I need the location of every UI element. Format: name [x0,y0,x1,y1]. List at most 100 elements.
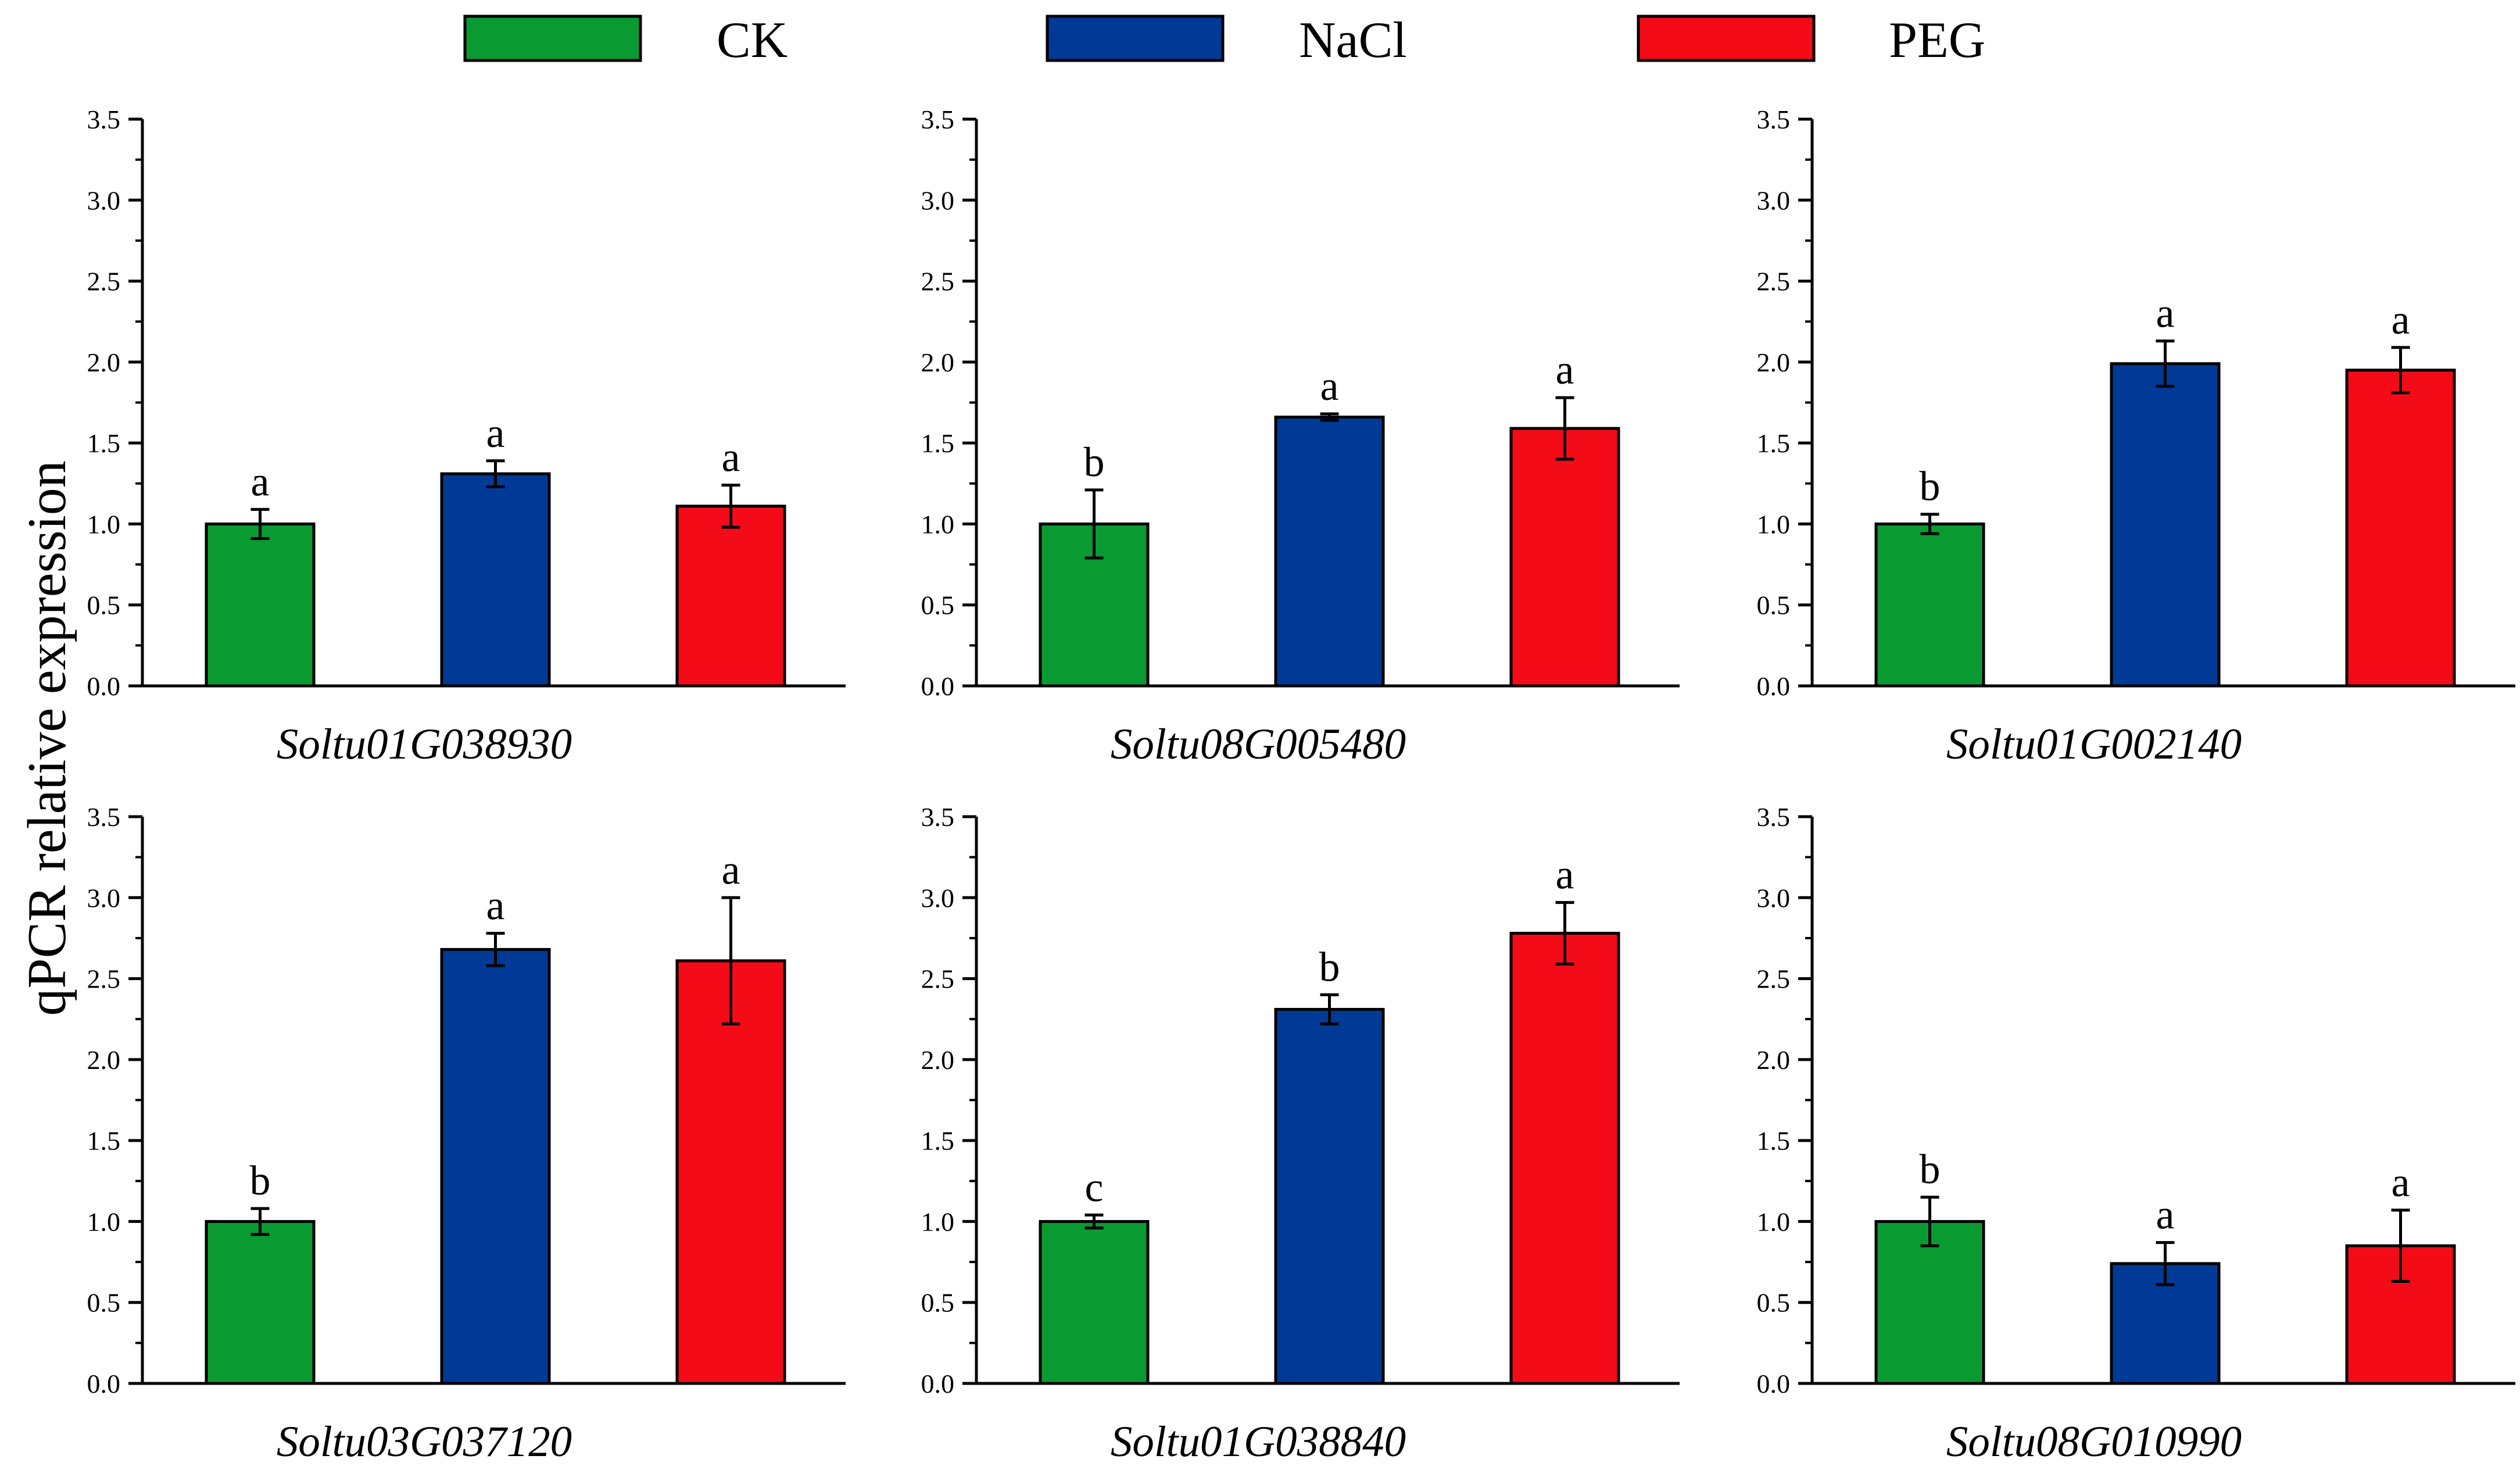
y-tick-label: 1.5 [87,428,121,458]
bar-peg [1509,932,1620,1385]
y-tick-label: 0.0 [87,1369,121,1399]
gene-name-label: Soltu03G037120 [277,1418,572,1466]
y-tick-label: 1.0 [921,1207,955,1236]
bar-nacl [2110,362,2221,688]
significance-label: a [486,410,505,456]
y-tick-label: 2.0 [1757,1045,1791,1075]
bar-peg [2345,369,2456,688]
y-tick-label: 0.0 [1757,671,1791,701]
y-tick-label: 2.0 [87,1045,121,1075]
y-tick-label: 3.0 [1757,883,1791,913]
chart-panel-3: 0.0 0.5 1.0 1.5 2.0 2.5 3.0 3.5 b a a Soltu01G00214… [1757,105,2515,768]
legend-swatch-nacl [1046,15,1225,62]
significance-label: a [1556,346,1574,393]
legend: CK NaCl PEG [463,12,1985,69]
bar-nacl [1274,1008,1385,1385]
chart-panel-2: 0.0 0.5 1.0 1.5 2.0 2.5 3.0 3.5 b a a Soltu08G00548… [921,105,1680,768]
y-tick-label: 1.0 [87,509,121,539]
bar-ck [1874,522,1985,688]
y-tick-label: 2.5 [87,964,121,994]
y-tick-label: 3.0 [921,883,955,913]
gene-name-label: Soltu08G005480 [1111,720,1406,768]
bar-nacl [1274,416,1385,688]
y-tick-label: 3.5 [87,105,121,134]
y-tick-label: 0.0 [921,671,955,701]
chart-panel-4: 0.0 0.5 1.0 1.5 2.0 2.5 3.0 3.5 b a a Soltu03G03712… [87,802,846,1466]
y-tick-label: 2.5 [1757,267,1791,296]
y-tick-label: 2.5 [921,267,955,296]
significance-label: a [1556,852,1574,898]
significance-label: c [1085,1164,1104,1210]
y-tick-label: 1.5 [87,1126,121,1156]
y-tick-label: 2.0 [1757,348,1791,377]
y-tick-label: 0.5 [921,591,955,620]
y-tick-label: 3.5 [921,105,955,134]
y-axis-label: qPCR relative expression [17,460,77,1016]
y-tick-label: 3.5 [87,802,121,832]
y-tick-label: 3.0 [921,185,955,215]
y-tick-label: 2.5 [921,964,955,994]
significance-label: a [486,882,505,929]
significance-label: b [1084,439,1105,485]
chart-panel-6: 0.0 0.5 1.0 1.5 2.0 2.5 3.0 3.5 b a a Soltu08G01099… [1757,802,2515,1466]
y-tick-label: 1.5 [921,1126,955,1156]
chart-panel-5: 0.0 0.5 1.0 1.5 2.0 2.5 3.0 3.5 c b a Soltu01G03884… [921,802,1680,1466]
significance-label: a [1320,363,1339,409]
bar-peg [675,505,786,688]
y-tick-label: 1.5 [921,428,955,458]
bar-nacl [440,472,551,688]
significance-label: a [2392,296,2410,343]
bar-nacl [440,947,551,1385]
y-tick-label: 3.0 [87,185,121,215]
bar-ck [205,522,316,688]
bar-ck [205,1219,316,1385]
significance-label: b [1319,943,1340,990]
y-tick-label: 0.0 [921,1369,955,1399]
y-tick-label: 1.0 [1757,1207,1791,1236]
y-tick-label: 3.5 [1757,802,1791,832]
y-tick-label: 3.0 [1757,185,1791,215]
y-tick-label: 1.5 [1757,428,1791,458]
y-tick-label: 2.5 [1757,964,1791,994]
legend-label-nacl: NaCl [1299,12,1407,69]
y-tick-label: 0.5 [1757,591,1791,620]
significance-label: a [722,434,740,481]
significance-label: a [251,458,270,505]
y-tick-label: 1.0 [921,509,955,539]
y-tick-label: 0.5 [87,591,121,620]
y-tick-label: 0.5 [87,1288,121,1318]
y-tick-label: 1.5 [1757,1126,1791,1156]
y-tick-label: 2.5 [87,267,121,296]
y-tick-label: 2.0 [921,348,955,377]
bar-ck [1039,1219,1150,1385]
y-tick-label: 0.5 [921,1288,955,1318]
y-tick-label: 3.0 [87,883,121,913]
chart-panel-1: 0.0 0.5 1.0 1.5 2.0 2.5 3.0 3.5 a a a Soltu01G03893… [87,105,846,768]
y-tick-label: 0.0 [87,671,121,701]
legend-label-ck: CK [717,12,788,69]
legend-swatch-peg [1637,15,1816,62]
gene-name-label: Soltu01G038840 [1111,1418,1406,1466]
gene-name-label: Soltu01G038930 [277,720,572,768]
gene-name-label: Soltu01G002140 [1946,720,2242,768]
y-tick-label: 0.5 [1757,1288,1791,1318]
significance-label: a [722,846,740,893]
bar-peg [675,959,786,1385]
y-tick-label: 3.5 [921,802,955,832]
y-tick-label: 2.0 [921,1045,955,1075]
y-tick-label: 2.0 [87,348,121,377]
significance-label: a [2156,1192,2175,1238]
significance-label: a [2392,1159,2410,1206]
y-tick-label: 3.5 [1757,105,1791,134]
legend-label-peg: PEG [1889,12,1985,69]
y-tick-label: 1.0 [87,1207,121,1236]
bar-ck [1874,1219,1985,1385]
significance-label: b [1920,463,1941,510]
y-tick-label: 1.0 [1757,509,1791,539]
significance-label: b [250,1157,271,1204]
gene-name-label: Soltu08G010990 [1946,1418,2242,1466]
chart-panels: 0.0 0.5 1.0 1.5 2.0 2.5 3.0 3.5 a a a Soltu01G03893… [87,105,2515,1466]
y-tick-label: 0.0 [1757,1369,1791,1399]
bar-peg [1509,427,1620,688]
